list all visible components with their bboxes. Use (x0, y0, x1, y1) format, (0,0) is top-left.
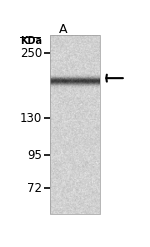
Text: 95: 95 (27, 149, 42, 162)
Text: A: A (59, 23, 68, 36)
Text: KDa: KDa (20, 36, 42, 46)
Text: 72: 72 (27, 182, 42, 195)
Bar (50, 35, 100, 214)
Text: 250: 250 (20, 47, 42, 60)
Bar (50, 35, 100, 214)
Text: 130: 130 (20, 112, 42, 124)
